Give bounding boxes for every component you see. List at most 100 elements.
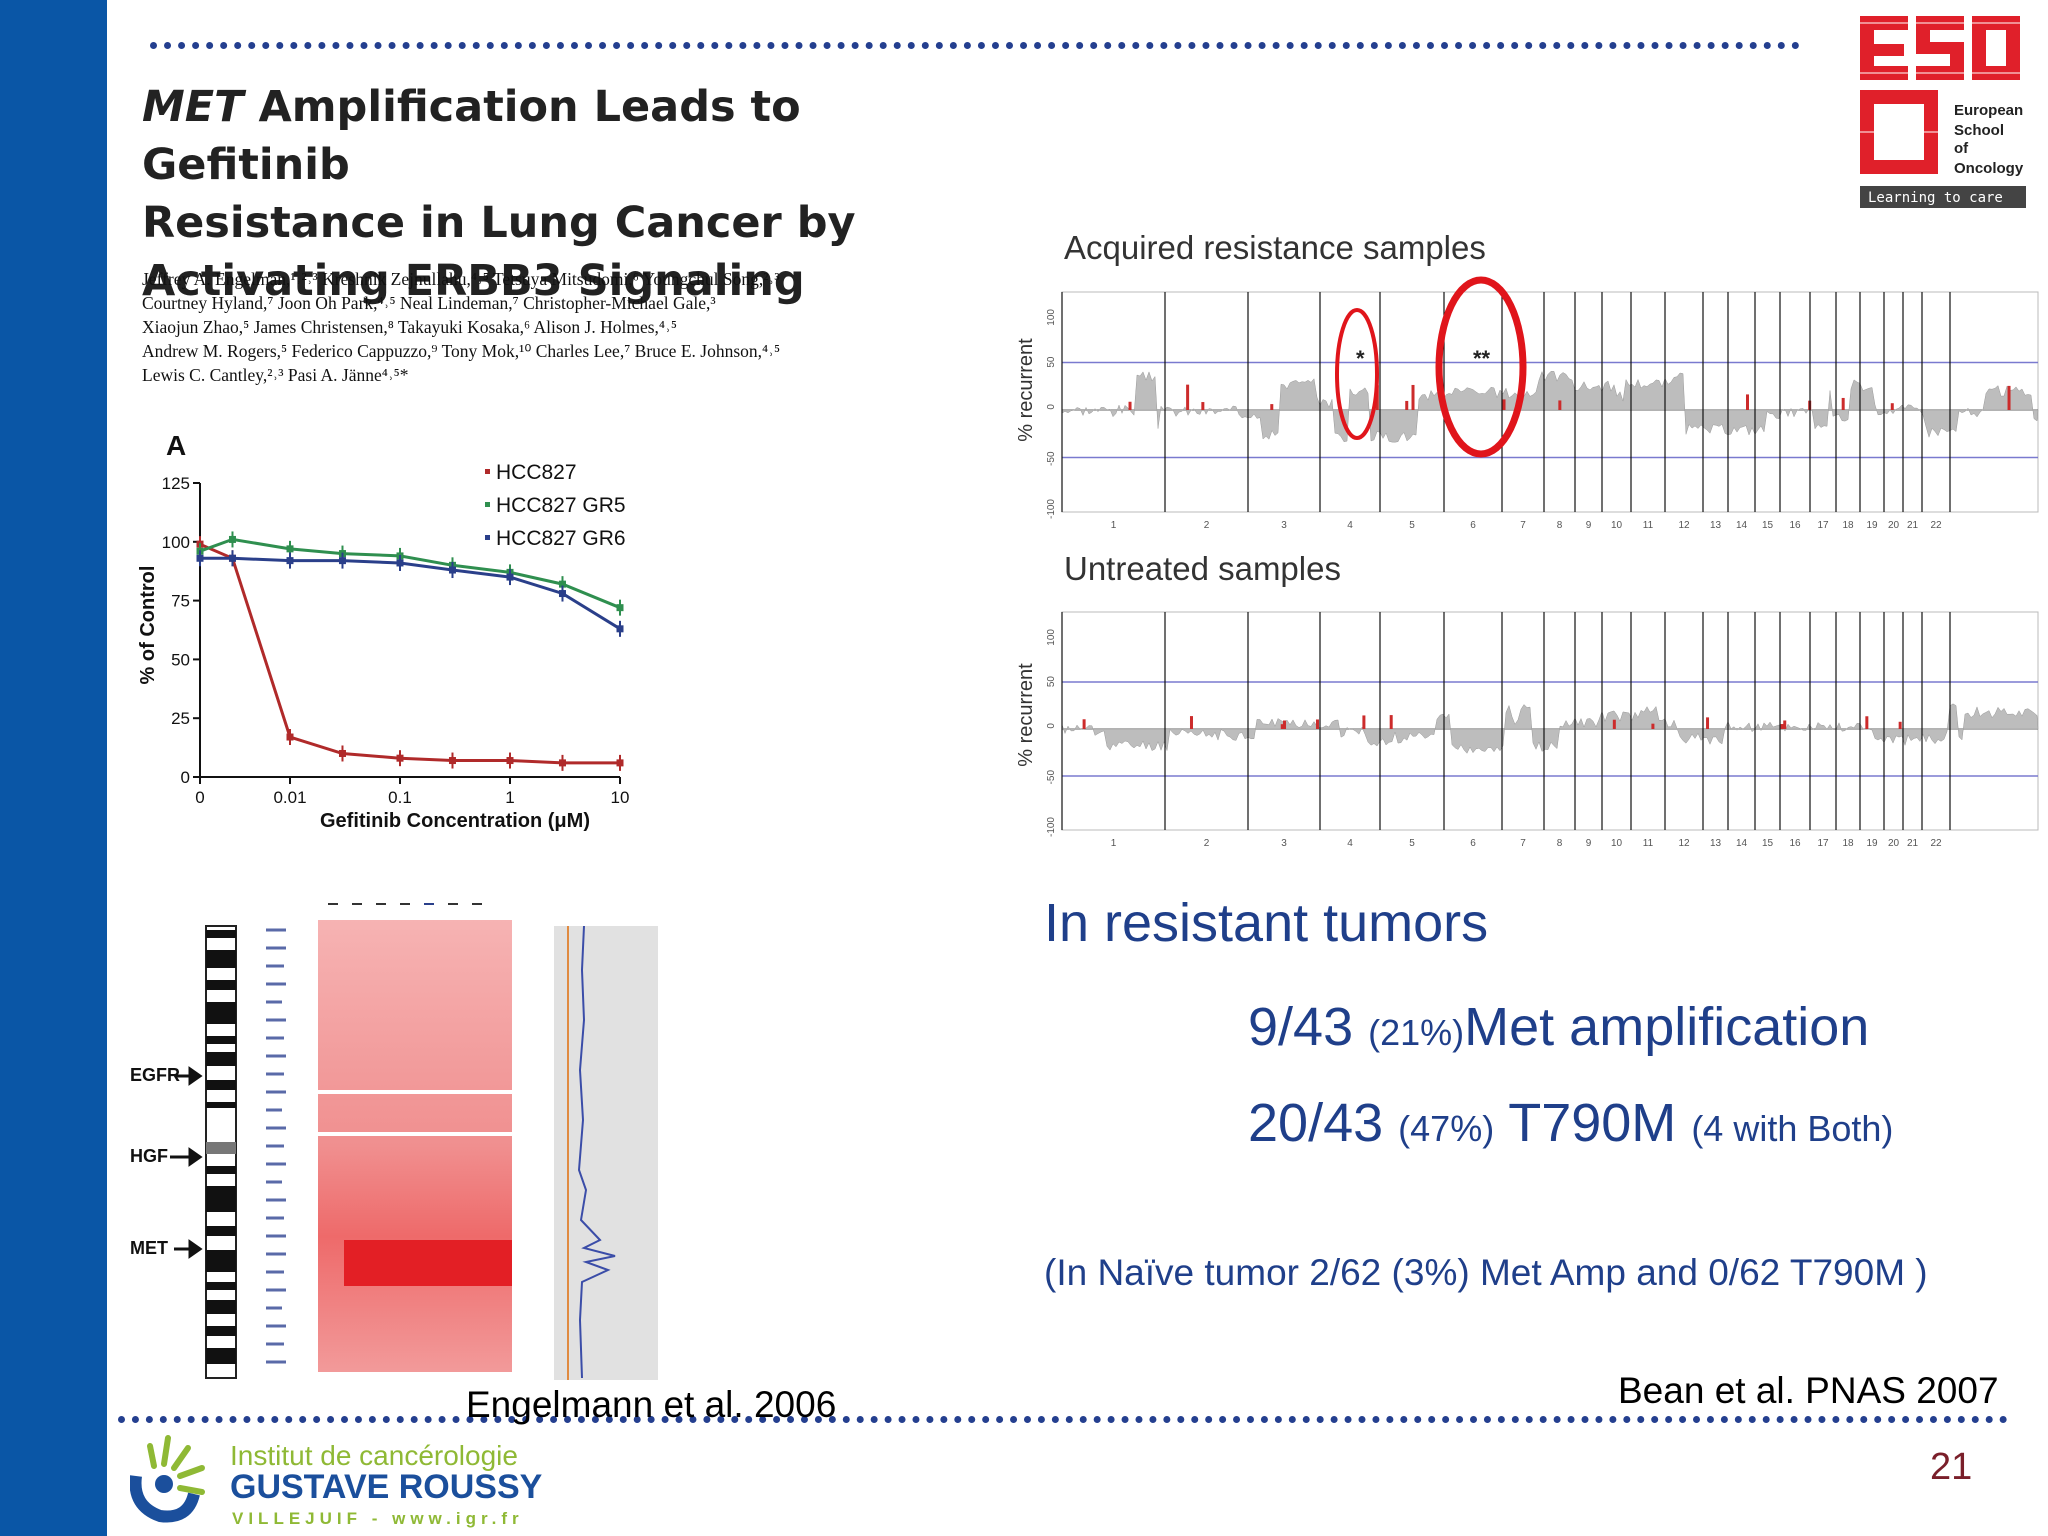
panel1-title: Acquired resistance samples (1064, 230, 1486, 266)
recurrent-event (1745, 394, 1749, 410)
author-line: Jeffrey A. Engelman,¹˒²˒³ Kreshnik Zejnu… (142, 269, 780, 289)
chromosome-label: 6 (1470, 838, 1476, 849)
recurrent-event (1841, 397, 1845, 410)
legend-marker (485, 502, 490, 507)
chart-series (196, 531, 624, 771)
recurrent-event (1270, 404, 1274, 410)
recurrent-event (1201, 402, 1205, 410)
recurrent-event (1898, 721, 1902, 729)
panel2-ylabel: % recurrent (1015, 663, 1037, 767)
chromosome-label: 16 (1789, 520, 1801, 531)
chromosome-label: 6 (1470, 520, 1476, 531)
chromosome-label: 7 (1520, 838, 1526, 849)
naive-tumor-note: (In Naïve tumor 2/62 (3%) Met Amp and 0/… (1044, 1252, 1928, 1293)
eso-logo: European School of Oncology Learning to … (1860, 16, 2026, 208)
chromosome-label: 22 (1930, 520, 1942, 531)
chromosome-label: 10 (1611, 520, 1623, 531)
chromosome-label: 15 (1762, 520, 1774, 531)
met-label: MET (130, 1238, 168, 1258)
paper-title: MET Amplification Leads to Gefitinib Res… (142, 78, 962, 310)
chromosome-label: 17 (1817, 520, 1829, 531)
y-tick-label: 100 (162, 533, 190, 552)
probe-list (266, 928, 286, 1364)
t790m-count: 20/43 (1248, 1093, 1384, 1153)
panel-label: A (166, 430, 186, 461)
t790m-both: (4 with Both) (1691, 1108, 1894, 1149)
chromosome-label: 12 (1678, 520, 1690, 531)
paper-authors: Jeffrey A. Engelman,¹˒²˒³ Kreshnik Zejnu… (142, 267, 942, 387)
recurrent-event (1389, 715, 1393, 729)
chromosome-label: 14 (1736, 520, 1748, 531)
y-tick-label: -50 (1046, 770, 1057, 785)
t790m-percent: (47%) (1398, 1108, 1495, 1149)
bottom-dotted-divider (118, 1416, 2008, 1423)
y-tick-label: 125 (162, 474, 190, 493)
legend-label: HCC827 (496, 461, 577, 484)
chromosome-label: 1 (1111, 838, 1117, 849)
eso-logo-line3: of (1954, 140, 1969, 157)
chromosome-label: 19 (1866, 838, 1878, 849)
gr-logo-mark (130, 1435, 205, 1523)
met-text: Met amplification (1464, 997, 1870, 1057)
chromosome-label: 4 (1347, 838, 1353, 849)
author-line: Andrew M. Rogers,⁵ Federico Cappuzzo,⁹ T… (142, 341, 781, 361)
eso-tagline-bar (1860, 186, 2026, 208)
gr-logo-line3: VILLEJUIF - www.igr.fr (232, 1509, 524, 1528)
gr-logo-line1: Institut de cancérologie (230, 1440, 518, 1471)
chromosome-label: 7 (1520, 520, 1526, 531)
paper-title-gene: MET (142, 82, 244, 132)
genome-recurrence-plots: Acquired resistance samples Untreated sa… (1015, 230, 2039, 849)
recurrent-event (1780, 724, 1784, 729)
eso-logo-line1: European (1954, 102, 2023, 119)
series-line (199, 542, 620, 765)
egfr-arrow-icon (176, 1066, 203, 1086)
eso-tagline: Learning to care (1868, 190, 2003, 206)
chromosome-label: 14 (1736, 838, 1748, 849)
recurrent-event (1315, 719, 1319, 729)
recurrent-event (1890, 403, 1894, 410)
citation-engelmann: Engelmann et al. 2006 (466, 1384, 837, 1425)
chromosome-label: 21 (1907, 520, 1919, 531)
t790m-text: T790M (1508, 1093, 1677, 1153)
panel2-title: Untreated samples (1064, 550, 1341, 587)
met-arrow-icon (174, 1239, 203, 1259)
recurrent-event (1362, 715, 1366, 729)
top-dotted-divider (150, 42, 1800, 49)
y-tick-label: 75 (171, 592, 190, 611)
copy-number-panel (554, 926, 658, 1380)
chromosome-label: 3 (1281, 838, 1287, 849)
chromosome-label: 20 (1888, 520, 1900, 531)
recurrent-event (1082, 719, 1086, 729)
recurrent-event (1186, 384, 1190, 410)
chromosome-label: 2 (1204, 838, 1210, 849)
hgf-label: HGF (130, 1146, 168, 1166)
met-amplified-region (344, 1240, 512, 1286)
recurrent-event (1280, 724, 1284, 729)
chromosome-label: 16 (1789, 838, 1801, 849)
y-tick-label: 0 (181, 768, 190, 787)
panel1-ylabel: % recurrent (1015, 338, 1037, 442)
highlight-circle-small (1335, 308, 1379, 440)
x-tick-label: 0 (195, 788, 204, 807)
egfr-label: EGFR (130, 1065, 180, 1085)
legend-marker (485, 535, 490, 540)
author-line: Lewis C. Cantley,²˒³ Pasi A. Jänne⁴˒⁵* (142, 365, 409, 385)
copy-number-trace (577, 925, 616, 1379)
chromosome-label: 15 (1762, 838, 1774, 849)
chromosome-label: 9 (1586, 520, 1592, 531)
series-line (200, 556, 621, 631)
paper-title-line2: Resistance in Lung Cancer by (142, 198, 856, 248)
chromosome-label: 22 (1930, 838, 1942, 849)
recurrent-event (1283, 720, 1287, 729)
chromosome-label: 8 (1557, 838, 1563, 849)
y-tick-label: 0 (1046, 723, 1057, 729)
recurrent-event (1502, 399, 1506, 410)
double-star-annotation: ** (1473, 346, 1491, 371)
paper-title-line3: Activating ERBB3 Signaling (142, 256, 805, 306)
chromosome-label: 8 (1557, 520, 1563, 531)
recurrent-event (1405, 400, 1409, 410)
recurrence-area (1061, 370, 2039, 443)
y-axis-label: % of Control (137, 566, 159, 685)
recurrent-event (1411, 384, 1415, 410)
chromosome-label: 19 (1866, 520, 1878, 531)
